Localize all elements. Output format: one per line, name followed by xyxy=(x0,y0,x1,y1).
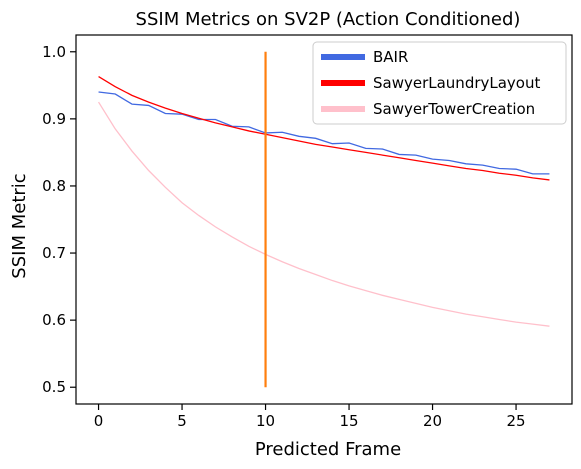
legend-label-2: SawyerTowerCreation xyxy=(373,100,535,118)
y-axis-label: SSIM Metric xyxy=(9,173,30,278)
x-tick-label: 20 xyxy=(423,412,442,430)
x-tick-label: 15 xyxy=(340,412,359,430)
y-tick-label: 1.0 xyxy=(42,43,66,61)
legend-label-0: BAIR xyxy=(373,48,408,66)
y-tick-label: 0.9 xyxy=(42,110,66,128)
x-tick-label: 0 xyxy=(94,412,104,430)
y-tick-label: 0.7 xyxy=(42,244,66,262)
y-tick-label: 0.5 xyxy=(42,378,66,396)
legend-label-1: SawyerLaundryLayout xyxy=(373,74,540,92)
chart-title: SSIM Metrics on SV2P (Action Conditioned… xyxy=(136,9,521,30)
x-tick-label: 25 xyxy=(507,412,526,430)
x-axis: 0 5 10 15 20 25 xyxy=(94,404,526,430)
legend: BAIR SawyerLaundryLayout SawyerTowerCreati… xyxy=(313,42,566,124)
y-axis: 0.5 0.6 0.7 0.8 0.9 1.0 xyxy=(42,43,76,396)
x-axis-label: Predicted Frame xyxy=(255,439,401,460)
y-tick-label: 0.6 xyxy=(42,311,66,329)
series-line-2 xyxy=(99,102,550,326)
x-tick-label: 10 xyxy=(256,412,275,430)
y-tick-label: 0.8 xyxy=(42,177,66,195)
x-tick-label: 5 xyxy=(177,412,187,430)
